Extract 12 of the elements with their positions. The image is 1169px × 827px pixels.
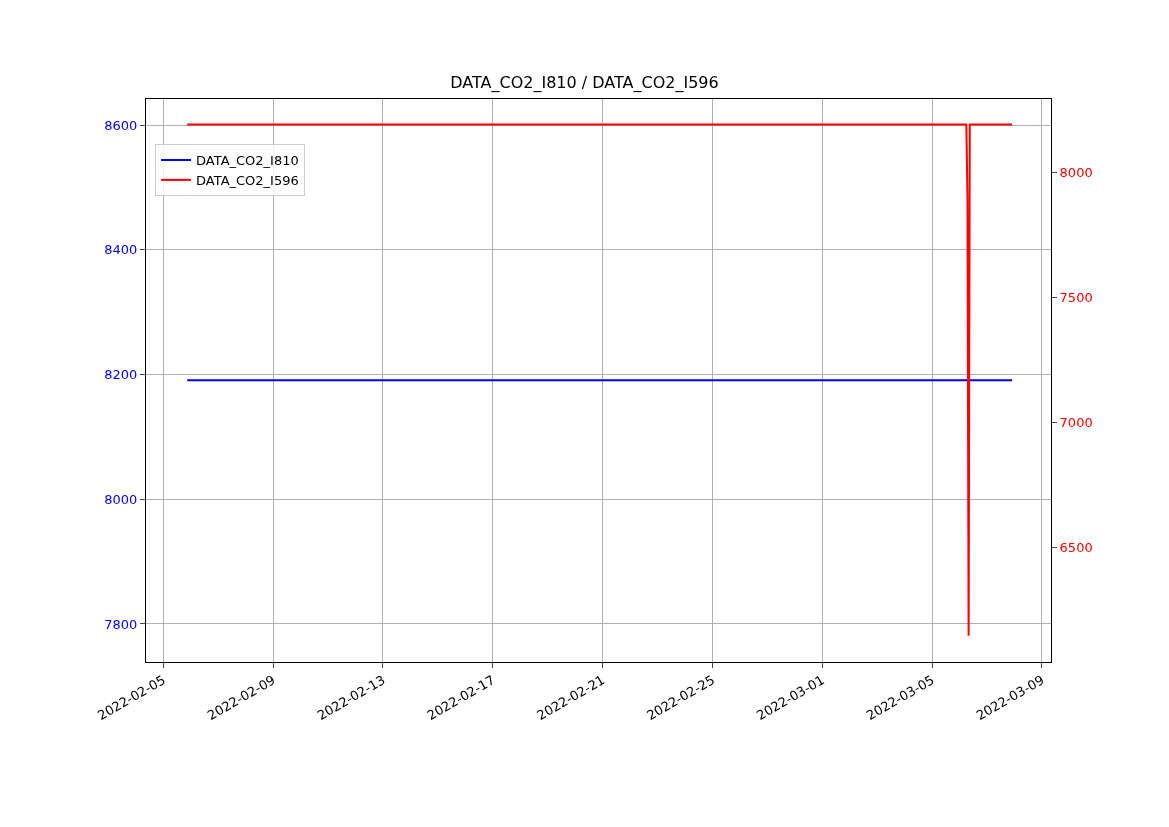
y2-tick-label: 6500 (1059, 539, 1093, 555)
y-tick-label: 8200 (104, 367, 138, 383)
legend-label: DATA_CO2_I596 (196, 172, 299, 188)
y2-tick-label: 8000 (1059, 164, 1093, 180)
y2-tick-label: 7500 (1059, 289, 1093, 305)
legend-label: DATA_CO2_I810 (196, 153, 299, 169)
chart-title: DATA_CO2_I810 / DATA_CO2_I596 (450, 73, 719, 93)
y-tick-label: 8400 (104, 242, 138, 258)
y2-tick-label: 7000 (1059, 414, 1093, 430)
y-tick-label: 8600 (104, 117, 138, 133)
y-tick-label: 7800 (104, 616, 138, 632)
y-tick-label: 8000 (104, 491, 138, 507)
